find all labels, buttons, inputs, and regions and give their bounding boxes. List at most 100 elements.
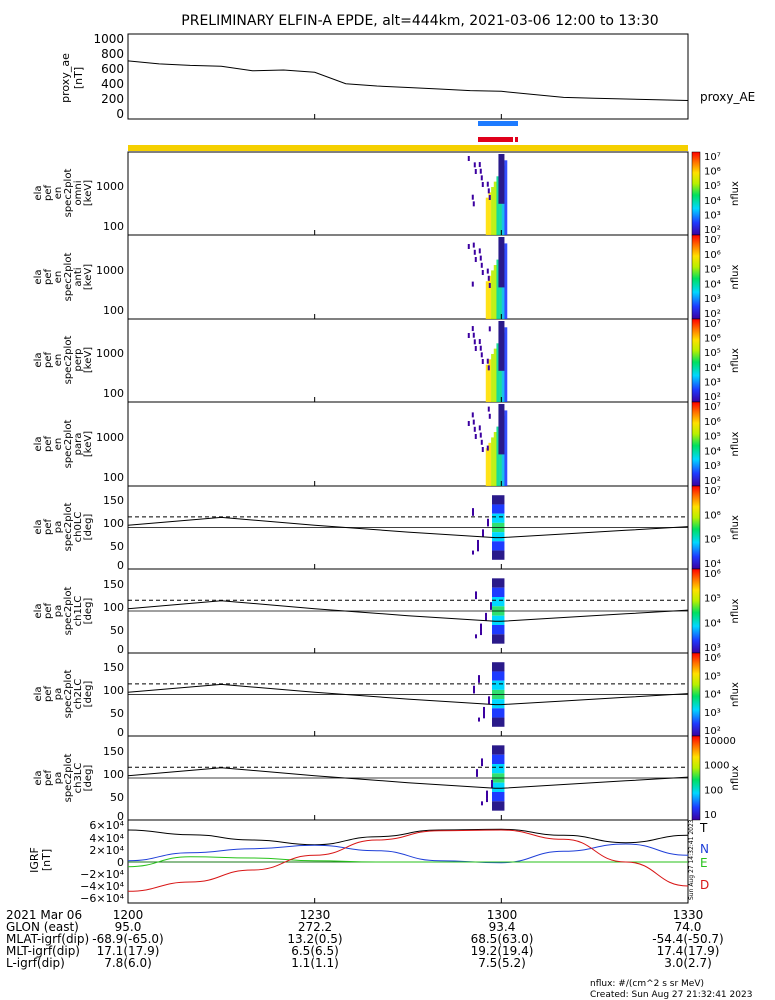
pa-cell (480, 627, 482, 632)
spec-cell (487, 365, 490, 371)
pa-cell (492, 597, 505, 607)
pa-ylabel: pef (43, 770, 54, 787)
colorbar-tick-label: 10⁴ (704, 559, 721, 570)
pa-ylabel: ela (33, 686, 44, 701)
row-label: GLON (east) (6, 920, 79, 934)
spec-cell (485, 197, 489, 235)
spec-frame (127, 318, 689, 403)
spec-frame (127, 151, 689, 236)
pa-cell (492, 615, 505, 625)
row-value: 3.0(2.7) (664, 956, 712, 970)
colorbar-tick-label: 10⁴ (704, 196, 721, 207)
pa-ytick: 50 (110, 624, 124, 637)
pa-cell (473, 689, 475, 694)
spec-cell (474, 346, 477, 351)
colorbar-tick-label: 10⁵ (704, 348, 721, 359)
ae-ytick-400: 400 (101, 77, 124, 91)
pa-ylabel: pef (43, 603, 54, 620)
spec-ylabel: en (53, 438, 64, 451)
spec-cell (487, 275, 490, 281)
pa-cell (492, 717, 505, 727)
loss-cone-line (127, 767, 689, 789)
pa-cell (492, 550, 505, 560)
colorbar-tick-label: 10⁶ (704, 510, 721, 521)
pa-ylabel: spec2plot (63, 754, 74, 803)
spec-panel-anti: ela pef en spec2plot anti [keV] 1000 100 (33, 234, 689, 320)
pa-cell (475, 595, 477, 600)
colorbar-tick-label: 10⁵ (704, 594, 721, 605)
pa-cell (486, 798, 488, 803)
colorbar-tick-label: 10 (704, 810, 717, 821)
pa-ylabel: [deg] (83, 598, 94, 625)
spec-cell (488, 413, 491, 419)
row-label: MLAT-igrf(dip) (6, 932, 89, 946)
spec-ylabel: pef (43, 269, 54, 286)
colorbar-tick-label: 10³ (704, 377, 721, 388)
igrf-legend-T: T (699, 821, 708, 835)
spec-ylabel: [keV] (83, 431, 94, 457)
spec-cell (473, 426, 476, 432)
pa-cell (487, 522, 489, 527)
spec-ylabel: en (53, 271, 64, 284)
igrf-ytick: −6×10⁴ (80, 892, 124, 905)
colorbar-tick-label: 10⁴ (704, 618, 721, 629)
spec-panel-para: ela pef en spec2plot para [keV] 1000 100 (33, 401, 689, 487)
spec-cell (488, 195, 491, 200)
spec-cell (485, 364, 489, 402)
igrf-legend-N: N (700, 842, 709, 856)
pa-ylabel: spec2plot (63, 587, 74, 636)
colorbar-tick-label: 10² (704, 392, 721, 403)
spec-cell (491, 437, 494, 486)
colorbar-tick-label: 10⁷ (704, 486, 721, 497)
loss-cone-line (127, 516, 689, 539)
pa-cell (492, 680, 505, 690)
pa-cell (492, 671, 505, 681)
spec-cell (472, 201, 475, 207)
spec-cell (481, 182, 484, 187)
spec-cell (472, 242, 475, 248)
spec-cell (467, 333, 470, 338)
pa-ylabel: spec2plot (63, 670, 74, 719)
spec-ytick: 100 (103, 304, 124, 317)
spectral-data-layer (127, 154, 689, 811)
spec-cell (479, 168, 482, 174)
colorbar-tick-label: 10⁵ (704, 265, 721, 276)
row-label: MLT-igrf(dip) (6, 944, 80, 958)
igrf-line-T (127, 828, 689, 846)
spec-cell (481, 447, 484, 452)
pa-ylabel: ela (33, 770, 44, 785)
pa-ytick: 0 (117, 726, 124, 739)
spec-ylabel: [keV] (83, 347, 94, 373)
pa-ytick: 50 (110, 540, 124, 553)
pa-ytick: 100 (103, 768, 124, 781)
pa-cell (477, 539, 479, 544)
colorbar (691, 401, 701, 487)
spec-cell (480, 262, 483, 268)
colorbar-title: nflux (730, 348, 741, 373)
row-value: 1300 (487, 908, 518, 922)
spec-cell (474, 257, 477, 262)
spec-ylabel: omni (73, 181, 84, 206)
colorbar (691, 568, 701, 654)
pa-cell (492, 754, 505, 764)
colorbar-tick-label: 10² (704, 726, 721, 737)
spec-cell (493, 348, 497, 402)
spec-ylabel: ela (33, 269, 44, 284)
igrf-line-D (127, 829, 689, 892)
spec-cell (467, 244, 470, 249)
spec-ylabel: spec2plot (63, 420, 74, 469)
pa-cell (477, 543, 479, 548)
table-row: GLON (east) 95.0 272.2 93.4 74.0 (6, 920, 701, 934)
spec-cell (474, 169, 477, 174)
science-zone-bar-red-tick (515, 137, 518, 142)
ae-frame (127, 33, 689, 120)
pa-ytick: 150 (103, 661, 124, 674)
colorbar-tick-label: 10⁵ (704, 535, 721, 546)
spec-cell (486, 181, 489, 187)
pa-cell (492, 504, 505, 514)
pa-cell (492, 708, 505, 718)
pa-cell (478, 675, 480, 680)
pa-cell (491, 779, 493, 784)
table-row: L-igrf(dip) 7.8(6.0) 1.1(1.1) 7.5(5.2) 3… (6, 956, 712, 970)
row-value: 95.0 (115, 920, 142, 934)
